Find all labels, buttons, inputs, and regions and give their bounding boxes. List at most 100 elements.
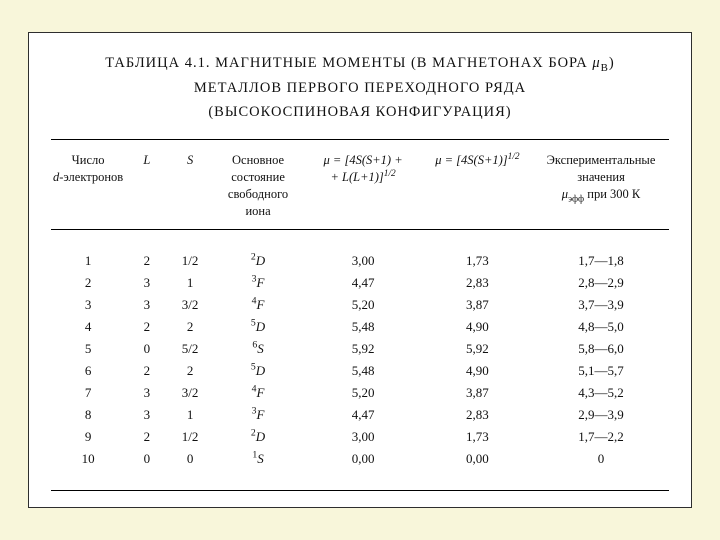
col-h-gs-l4: иона [245,204,270,218]
cell-mu-full: 5,92 [304,338,421,360]
cell-exp: 3,7—3,9 [533,294,669,316]
col-h-d-electrons-l2: -электронов [59,170,123,184]
cell-mu-spin: 1,73 [422,250,533,272]
cell-exp: 2,8—2,9 [533,272,669,294]
cell-S: 3/2 [168,382,211,404]
mu-sub-b: B [601,62,609,74]
cell-mu-spin: 2,83 [422,272,533,294]
table-row: 10001S0,000,000 [51,448,669,470]
cell-S: 0 [168,448,211,470]
cell-mu-full: 0,00 [304,448,421,470]
cell-exp: 5,1—5,7 [533,360,669,382]
col-h-mu-spin-formula: μ = [4S(S+1)]1/2 [435,153,519,167]
cell-mu-spin: 4,90 [422,360,533,382]
cell-mu-full: 5,48 [304,316,421,338]
col-h-gs-l3: свободного [228,187,288,201]
col-h-L: L [125,146,168,230]
col-h-exp-mu-sub: эфф [568,194,584,204]
cell-n: 2 [51,272,125,294]
title-line-2: МЕТАЛЛОВ ПЕРВОГО ПЕРЕХОДНОГО РЯДА [51,76,669,101]
cell-L: 2 [125,250,168,272]
title-text-1b: ) [609,55,615,71]
cell-S: 2 [168,316,211,338]
cell-S: 1/2 [168,426,211,448]
cell-term: 5D [212,316,305,338]
col-h-exp-l2: значения [577,170,625,184]
cell-n: 7 [51,382,125,404]
col-h-d-electrons-l1: Число [72,153,105,167]
cell-L: 2 [125,360,168,382]
cell-term: 3F [212,272,305,294]
cell-n: 8 [51,404,125,426]
cell-mu-full: 3,00 [304,426,421,448]
cell-L: 3 [125,294,168,316]
cell-L: 2 [125,316,168,338]
cell-S: 5/2 [168,338,211,360]
col-h-mu-full-formula: μ = [4S(S+1) ++ L(L+1)]1/2 [324,153,403,184]
cell-S: 2 [168,360,211,382]
table-title: ТАБЛИЦА 4.1. МАГНИТНЫЕ МОМЕНТЫ (В МАГНЕТ… [51,51,669,125]
cell-exp: 1,7—2,2 [533,426,669,448]
col-h-exp-rest: при 300 К [584,187,640,201]
table-row: 733/24F5,203,874,3—5,2 [51,382,669,404]
cell-S: 1 [168,404,211,426]
cell-exp: 4,8—5,0 [533,316,669,338]
cell-S: 1 [168,272,211,294]
col-h-S: S [168,146,211,230]
table-row: 6225D5,484,905,1—5,7 [51,360,669,382]
cell-exp: 0 [533,448,669,470]
table-row: 921/22D3,001,731,7—2,2 [51,426,669,448]
cell-n: 9 [51,426,125,448]
cell-L: 2 [125,426,168,448]
cell-mu-spin: 4,90 [422,316,533,338]
cell-exp: 5,8—6,0 [533,338,669,360]
table-header-row: Число d-электронов L S Основное состояни… [51,146,669,230]
table-row: 505/26S5,925,925,8—6,0 [51,338,669,360]
cell-mu-full: 5,48 [304,360,421,382]
title-line-1: ТАБЛИЦА 4.1. МАГНИТНЫЕ МОМЕНТЫ (В МАГНЕТ… [51,51,669,76]
col-h-exp-l1: Экспериментальные [547,153,656,167]
cell-mu-full: 3,00 [304,250,421,272]
table-row: 4225D5,484,904,8—5,0 [51,316,669,338]
cell-n: 4 [51,316,125,338]
col-h-d-electrons: Число d-электронов [51,146,125,230]
cell-L: 3 [125,404,168,426]
cell-L: 3 [125,272,168,294]
cell-n: 5 [51,338,125,360]
cell-L: 0 [125,448,168,470]
cell-term: 2D [212,250,305,272]
cell-term: 4F [212,294,305,316]
magnetic-moments-table: Число d-электронов L S Основное состояни… [51,139,669,492]
cell-L: 3 [125,382,168,404]
col-h-mu-spinonly: μ = [4S(S+1)]1/2 [422,146,533,230]
cell-term: 5D [212,360,305,382]
cell-mu-full: 5,20 [304,382,421,404]
table-row: 8313F4,472,832,9—3,9 [51,404,669,426]
col-h-gs-l2: состояние [231,170,285,184]
cell-exp: 1,7—1,8 [533,250,669,272]
col-h-S-label: S [187,153,193,167]
cell-term: 1S [212,448,305,470]
cell-term: 2D [212,426,305,448]
col-h-mu-full: μ = [4S(S+1) ++ L(L+1)]1/2 [304,146,421,230]
cell-mu-spin: 3,87 [422,294,533,316]
cell-n: 3 [51,294,125,316]
table-row: 2313F4,472,832,8—2,9 [51,272,669,294]
col-h-experimental: Экспериментальные значения μэфф при 300 … [533,146,669,230]
cell-exp: 2,9—3,9 [533,404,669,426]
cell-exp: 4,3—5,2 [533,382,669,404]
cell-L: 0 [125,338,168,360]
cell-S: 1/2 [168,250,211,272]
cell-n: 10 [51,448,125,470]
cell-n: 6 [51,360,125,382]
cell-mu-spin: 0,00 [422,448,533,470]
cell-mu-spin: 2,83 [422,404,533,426]
cell-n: 1 [51,250,125,272]
document-sheet: ТАБЛИЦА 4.1. МАГНИТНЫЕ МОМЕНТЫ (В МАГНЕТ… [28,32,692,508]
cell-S: 3/2 [168,294,211,316]
table-row: 121/22D3,001,731,7—1,8 [51,250,669,272]
cell-term: 3F [212,404,305,426]
table-body: 121/22D3,001,731,7—1,82313F4,472,832,8—2… [51,250,669,470]
table-row: 333/24F5,203,873,7—3,9 [51,294,669,316]
cell-mu-spin: 3,87 [422,382,533,404]
